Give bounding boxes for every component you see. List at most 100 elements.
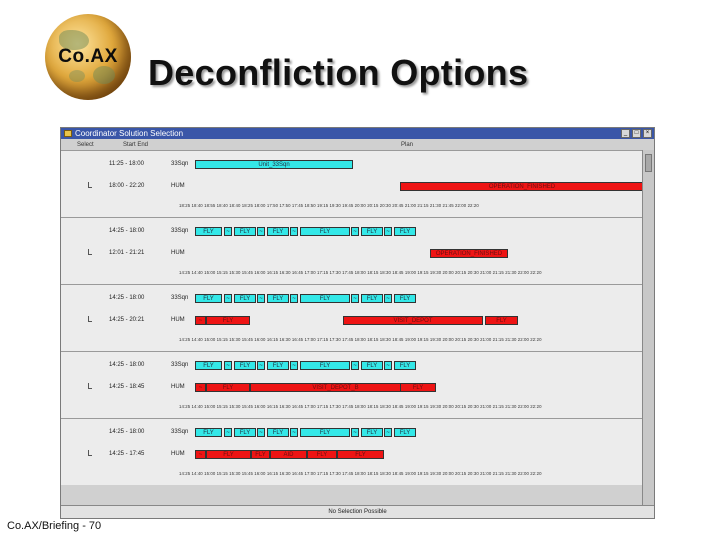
- column-header-start-end[interactable]: Start End: [123, 142, 149, 148]
- plan-segment[interactable]: FLY: [361, 227, 383, 236]
- plan-segment[interactable]: FLY: [234, 361, 256, 370]
- plan-segment[interactable]: FLY: [234, 428, 256, 437]
- plan-segment[interactable]: FLY: [394, 361, 416, 370]
- start-end-time: 14:25 - 17:45: [109, 451, 145, 457]
- plan-segment[interactable]: ~: [384, 428, 392, 437]
- plan-segment[interactable]: ~: [224, 227, 232, 236]
- close-button[interactable]: ×: [643, 129, 652, 138]
- plan-segment[interactable]: ~: [290, 227, 298, 236]
- vertical-scrollbar[interactable]: [642, 150, 654, 505]
- solution-option-panel[interactable]: 14:25 - 18:00 33Sqn FLY ~ FLY ~ FLY ~ FLY ~ FLY ~ FL…: [61, 217, 642, 284]
- plan-segment[interactable]: FLY: [361, 361, 383, 370]
- select-checkbox[interactable]: [88, 450, 92, 456]
- window-titlebar[interactable]: Coordinator Solution Selection _ □ ×: [61, 128, 654, 139]
- plan-segment[interactable]: VISIT_DEPOT_B: [250, 383, 421, 392]
- plan-segment[interactable]: Unit_33Sqn: [195, 160, 353, 169]
- plan-segment[interactable]: FLY: [394, 294, 416, 303]
- plan-segment[interactable]: FLY: [206, 316, 250, 325]
- vehicle-label: 33Sqn: [171, 295, 189, 301]
- plan-segment[interactable]: FLY: [206, 383, 250, 392]
- plan-segment[interactable]: FLY: [400, 383, 436, 392]
- plan-segment[interactable]: FLY: [195, 294, 222, 303]
- plan-segment[interactable]: FLY: [267, 227, 289, 236]
- plan-segment[interactable]: FLY: [300, 361, 350, 370]
- plan-segment[interactable]: OPERATION_FINISHED: [430, 249, 508, 258]
- plan-segment[interactable]: ~: [195, 450, 206, 459]
- plan-segment[interactable]: FLY: [300, 227, 350, 236]
- minimize-button[interactable]: _: [621, 129, 630, 138]
- plan-segment[interactable]: FLY: [267, 361, 289, 370]
- plan-segment[interactable]: FLY: [300, 428, 350, 437]
- plan-segment[interactable]: ~: [257, 361, 265, 370]
- select-checkbox[interactable]: [88, 249, 92, 255]
- plan-segment[interactable]: FLY: [337, 450, 384, 459]
- plan-segment[interactable]: FLY: [251, 450, 270, 459]
- plan-segment[interactable]: ~: [224, 361, 232, 370]
- plan-segment[interactable]: ~: [195, 316, 206, 325]
- plan-segment[interactable]: ~: [384, 361, 392, 370]
- plan-segment[interactable]: OPERATION_FINISHED: [400, 182, 644, 191]
- plan-segment[interactable]: FLY: [361, 294, 383, 303]
- plan-segment[interactable]: ~: [257, 428, 265, 437]
- plan-segment[interactable]: ~: [384, 227, 392, 236]
- globe-continent: [93, 66, 115, 84]
- start-end-time: 14:25 - 20:21: [109, 317, 145, 323]
- plan-segment[interactable]: ~: [224, 294, 232, 303]
- start-end-time: 11:25 - 18:00: [109, 161, 144, 167]
- globe-continent: [69, 70, 85, 82]
- plan-segment[interactable]: FLY: [300, 294, 350, 303]
- vehicle-label: 33Sqn: [171, 161, 189, 167]
- time-axis-ticks: 18:25 18:40 18:55 18:40 18:40 18:25 18:0…: [179, 203, 479, 208]
- time-axis-ticks: 14:25 14:40 15:00 15:15 15:30 15:45 16:0…: [179, 270, 542, 275]
- plan-segment[interactable]: ~: [351, 294, 359, 303]
- window-app-icon: [64, 130, 72, 137]
- vehicle-label: HUM: [171, 317, 185, 323]
- plan-segment[interactable]: FLY: [234, 227, 256, 236]
- plan-segment[interactable]: ~: [224, 428, 232, 437]
- plan-segment[interactable]: FLY: [206, 450, 251, 459]
- plan-segment[interactable]: FLY: [195, 227, 222, 236]
- scrollbar-thumb[interactable]: [645, 154, 652, 172]
- solution-option-panel[interactable]: 14:25 - 18:00 33Sqn FLY ~ FLY ~ FLY ~ FLY ~ FLY ~ FL…: [61, 351, 642, 418]
- plan-segment[interactable]: ~: [351, 428, 359, 437]
- column-header-plan[interactable]: Plan: [401, 142, 414, 148]
- plan-segment[interactable]: AID: [270, 450, 307, 459]
- plan-segment[interactable]: FLY: [267, 428, 289, 437]
- plan-segment[interactable]: FLY: [307, 450, 337, 459]
- solution-option-panel[interactable]: 14:25 - 18:00 33Sqn FLY ~ FLY ~ FLY ~ FLY ~ FLY ~ FL…: [61, 284, 642, 351]
- plan-segment[interactable]: ~: [290, 294, 298, 303]
- slide-footer: Co.AX/Briefing - 70: [7, 520, 102, 532]
- plan-segment[interactable]: FLY: [234, 294, 256, 303]
- plan-segment[interactable]: ~: [351, 361, 359, 370]
- plan-segment[interactable]: FLY: [361, 428, 383, 437]
- vehicle-label: HUM: [171, 183, 185, 189]
- select-checkbox[interactable]: [88, 316, 92, 322]
- plan-segment[interactable]: FLY: [485, 316, 518, 325]
- plan-segment[interactable]: ~: [257, 294, 265, 303]
- coordinator-window: Coordinator Solution Selection _ □ × Sel…: [60, 127, 655, 519]
- plan-segment[interactable]: ~: [195, 383, 206, 392]
- plan-segment[interactable]: FLY: [195, 428, 222, 437]
- maximize-button[interactable]: □: [632, 129, 641, 138]
- solution-option-panel[interactable]: 11:25 - 18:00 33Sqn Unit_33Sqn 18:00 - 22:2…: [61, 150, 644, 217]
- plan-segment[interactable]: ~: [384, 294, 392, 303]
- plan-segment[interactable]: FLY: [394, 428, 416, 437]
- plan-segment[interactable]: ~: [257, 227, 265, 236]
- plan-segment[interactable]: FLY: [394, 227, 416, 236]
- plan-segment[interactable]: FLY: [267, 294, 289, 303]
- vehicle-label: HUM: [171, 250, 185, 256]
- column-header-select[interactable]: Select: [77, 142, 94, 148]
- plan-segment[interactable]: ~: [351, 227, 359, 236]
- slide-title: Deconfliction Options: [148, 52, 529, 93]
- select-checkbox[interactable]: [88, 383, 92, 389]
- solution-option-panel[interactable]: 14:25 - 18:00 33Sqn FLY ~ FLY ~ FLY ~ FLY ~ FLY ~ FL…: [61, 418, 642, 485]
- time-axis-ticks: 14:25 14:40 15:00 15:15 15:30 15:45 16:0…: [179, 337, 542, 342]
- start-end-time: 14:25 - 18:00: [109, 228, 145, 234]
- plan-segment[interactable]: VISIT_DEPOT: [343, 316, 483, 325]
- select-checkbox[interactable]: [88, 182, 92, 188]
- window-title: Coordinator Solution Selection: [75, 129, 184, 138]
- vehicle-label: HUM: [171, 384, 185, 390]
- plan-segment[interactable]: ~: [290, 361, 298, 370]
- plan-segment[interactable]: ~: [290, 428, 298, 437]
- plan-segment[interactable]: FLY: [195, 361, 222, 370]
